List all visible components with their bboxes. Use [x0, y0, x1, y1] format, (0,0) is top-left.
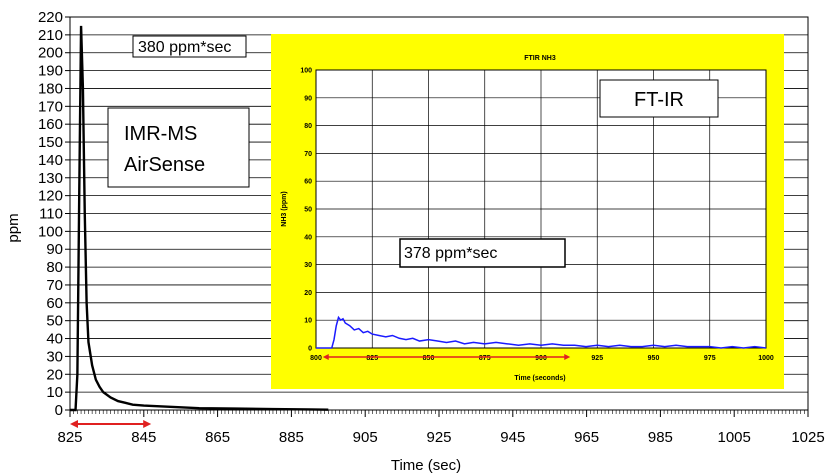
main-y-tick-label: 30: [46, 348, 63, 365]
inset-y-tick-label: 50: [304, 207, 312, 214]
main-x-tick-label: 905: [353, 429, 378, 446]
main-plot-frame: [69, 16, 809, 411]
inset-y-tick-label: 100: [300, 68, 312, 75]
inset-gridlines: [315, 69, 767, 349]
main-y-tick-label: 80: [46, 259, 63, 276]
inset-y-tick-label: 80: [304, 123, 312, 130]
main-y-tick-label: 180: [38, 80, 63, 97]
inset-range-arrowhead-right: [564, 354, 571, 360]
inset-plot-frame: [315, 69, 767, 349]
main-y-tick-label: 100: [38, 223, 63, 240]
inset-title: FTIR NH3: [524, 55, 556, 62]
inset-y-tick-label: 0: [308, 346, 312, 353]
inset-y-tick-label: 30: [304, 262, 312, 269]
inset-y-tick-label: 10: [304, 318, 312, 325]
svg-text:378 ppm*sec: 378 ppm*sec: [404, 245, 497, 262]
instrument-label-ftir: FT-IR: [599, 79, 719, 118]
main-y-tick-label: 210: [38, 27, 63, 44]
svg-text:380 ppm*sec: 380 ppm*sec: [138, 39, 231, 56]
main-x-axis-label: Time (sec): [391, 457, 461, 474]
inset-y-tick-labels: 0 10 20 30 40 50 60 70 80 90 100: [300, 68, 312, 353]
main-y-tick-labels: 0102030405060708090100110120130140150160…: [38, 9, 63, 419]
inset-x-tick-label: 800: [310, 355, 322, 362]
inset-x-tick-label: 950: [648, 355, 660, 362]
main-y-tick-label: 190: [38, 63, 63, 80]
inset-x-tick-label: 825: [366, 355, 378, 362]
svg-text:FT-IR: FT-IR: [634, 89, 684, 111]
main-x-tick-label: 825: [57, 429, 82, 446]
inset-range-arrowhead-left: [322, 354, 329, 360]
inset-x-tick-label: 850: [423, 355, 435, 362]
inset-x-tick-label: 975: [704, 355, 716, 362]
main-y-tick-label: 120: [38, 188, 63, 205]
main-y-tick-label: 50: [46, 313, 63, 330]
main-range-arrowhead-right: [143, 420, 152, 428]
main-y-tick-label: 150: [38, 134, 63, 151]
main-x-tick-label: 1005: [718, 429, 751, 446]
inset-y-tick-label: 60: [304, 179, 312, 186]
inset-integration-arrow: [322, 354, 571, 360]
inset-chart: 0 10 20 30 40 50 60 70 80 90 100 800 825 850 875 900 92…: [271, 34, 784, 389]
legend-airsense: AirSense: [124, 154, 205, 176]
main-x-tick-label: 885: [279, 429, 304, 446]
inset-x-tick-label: 900: [535, 355, 547, 362]
instrument-legend-box: IMR-MS AirSense: [107, 107, 250, 188]
inset-x-tick-labels: 800 825 850 875 900 925 950 975 1000: [310, 355, 774, 362]
legend-imr-ms: IMR-MS: [124, 123, 197, 145]
inset-y-tick-label: 40: [304, 234, 312, 241]
inset-y-tick-label: 90: [304, 95, 312, 102]
main-series-line: [70, 25, 329, 412]
inset-y-tick-label: 70: [304, 151, 312, 158]
main-x-tick-labels: 825 845 865 885 905 925 945 965 985 1005 1025: [57, 429, 824, 446]
inset-x-axis-label: Time (seconds): [514, 375, 565, 382]
main-x-tick-label: 985: [648, 429, 673, 446]
main-y-tick-label: 90: [46, 241, 63, 258]
inset-x-tick-label: 1000: [758, 355, 774, 362]
main-y-tick-label: 40: [46, 331, 63, 348]
main-y-tick-label: 140: [38, 152, 63, 169]
inset-x-tick-label: 875: [479, 355, 491, 362]
main-y-tick-label: 10: [46, 384, 63, 401]
main-y-tick-label: 220: [38, 9, 63, 26]
area-annotation-inset: 378 ppm*sec: [399, 238, 566, 268]
main-x-tick-label: 965: [574, 429, 599, 446]
main-y-tick-label: 170: [38, 98, 63, 115]
main-x-minor-ticks: [69, 410, 809, 417]
inset-y-tick-label: 20: [304, 290, 312, 297]
main-y-tick-label: 60: [46, 295, 63, 312]
main-x-tick-label: 845: [131, 429, 156, 446]
main-y-tick-label: 70: [46, 277, 63, 294]
main-x-tick-label: 865: [205, 429, 230, 446]
main-y-tick-label: 160: [38, 116, 63, 133]
inset-x-tick-label: 925: [591, 355, 603, 362]
inset-y-axis-label: NH3 (ppm): [281, 191, 288, 226]
main-y-tick-label: 200: [38, 45, 63, 62]
main-y-tick-label: 20: [46, 366, 63, 383]
main-integration-arrow: [70, 420, 152, 428]
main-y-axis-label: ppm: [5, 213, 22, 242]
main-x-tick-label: 945: [500, 429, 525, 446]
inset-series-line: [316, 315, 767, 349]
main-y-tick-label: 130: [38, 170, 63, 187]
area-annotation-main: 380 ppm*sec: [132, 35, 247, 58]
main-x-tick-label: 1025: [791, 429, 824, 446]
main-x-tick-label: 925: [426, 429, 451, 446]
main-range-arrowhead-left: [70, 420, 78, 428]
main-y-tick-label: 0: [55, 402, 63, 419]
main-y-tick-label: 110: [39, 206, 63, 223]
